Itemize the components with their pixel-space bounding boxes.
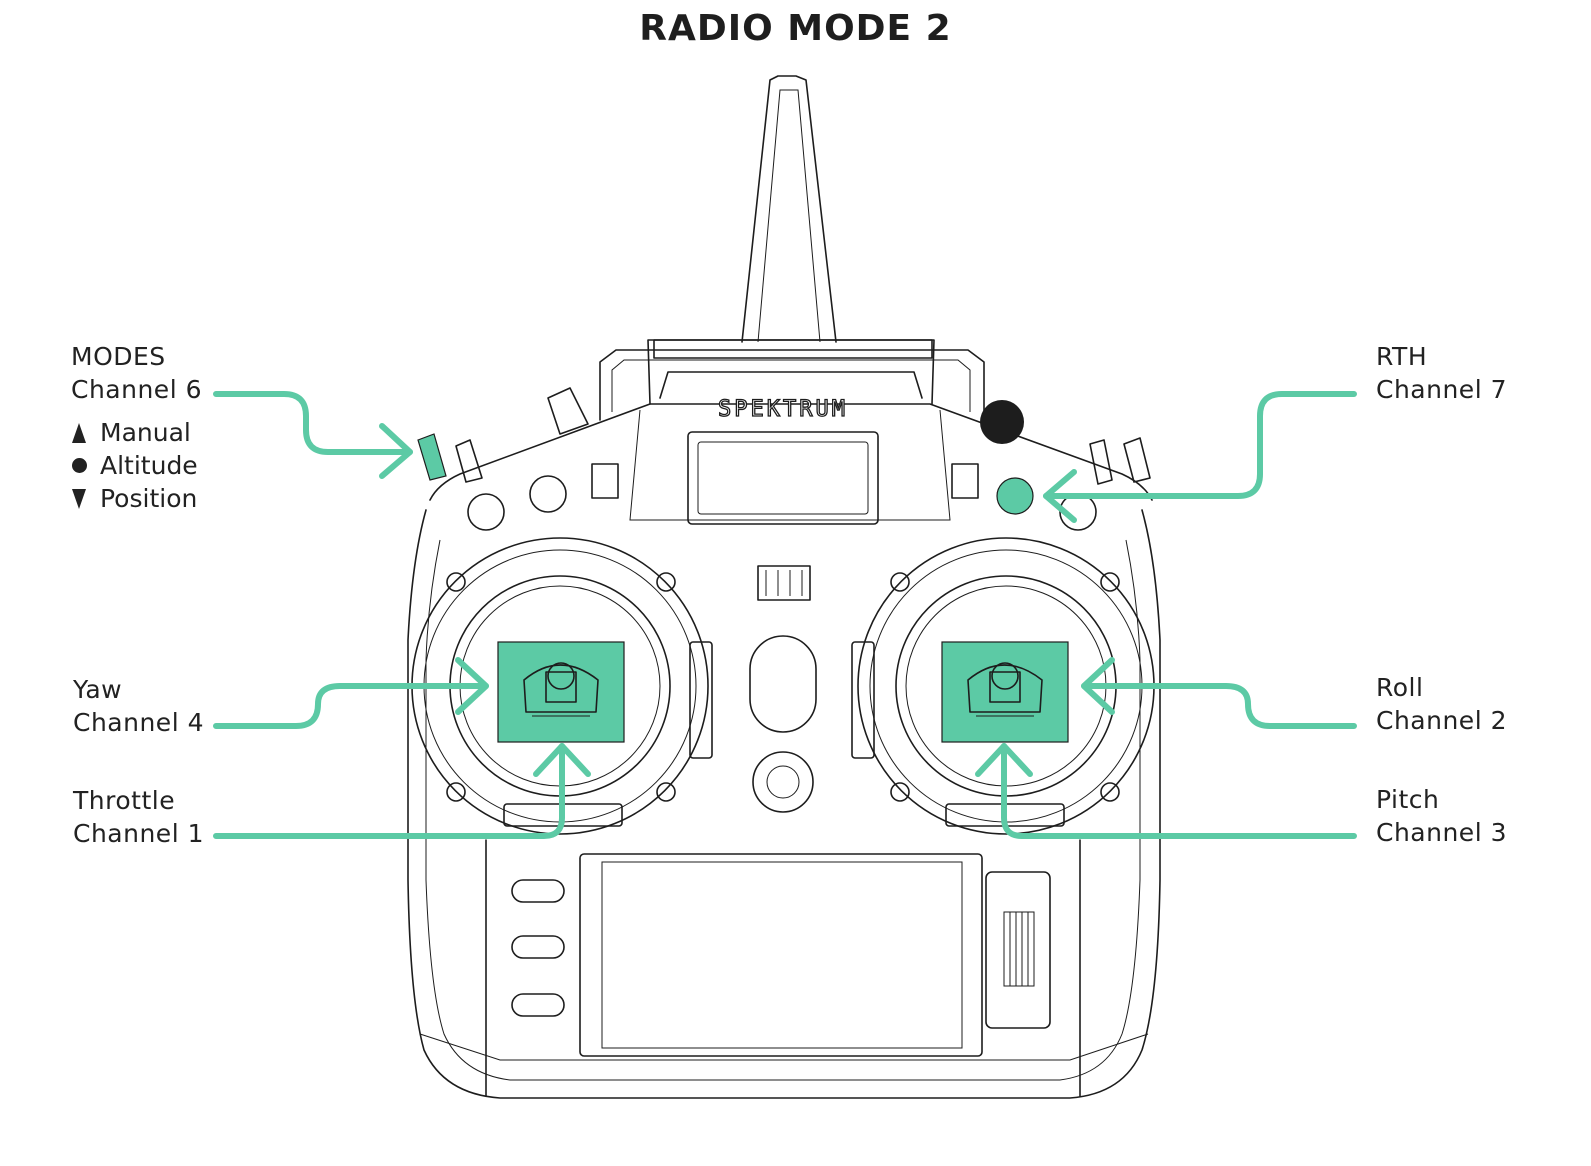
callout-roll [1081,657,1357,729]
antenna [741,75,837,343]
right-switch-bank [951,400,1151,531]
callout-pitch [975,743,1357,839]
modes-label: MODES Channel 6 [71,340,202,406]
callout-throttle [213,743,591,839]
scroll-wheel [985,871,1051,1029]
mode-label-manual: Manual [100,418,191,447]
throttle-channel: Channel 1 [73,819,204,848]
callout-yaw [213,657,489,729]
center-controls [749,565,817,813]
callout-rth [1043,391,1357,523]
yaw-channel: Channel 4 [73,708,204,737]
mode-label-altitude: Altitude [100,451,198,480]
modes-channel: Channel 6 [71,375,202,404]
left-stick-gimbal [497,641,625,743]
rth-name: RTH [1376,342,1428,371]
mode-row-altitude: Altitude [72,449,198,482]
transmitter-body [407,509,1161,1099]
roll-label: Roll Channel 2 [1376,671,1507,737]
throttle-label: Throttle Channel 1 [73,784,204,850]
roll-name: Roll [1376,673,1424,702]
right-stick-gimbal [941,641,1069,743]
switch-up-icon [72,422,100,443]
pitch-channel: Channel 3 [1376,818,1507,847]
yaw-name: Yaw [73,675,123,704]
main-touch-screen [579,853,983,1057]
switch-middle-icon [72,458,100,473]
yaw-label: Yaw Channel 4 [73,673,204,739]
left-switch-bank [417,387,619,531]
pitch-label: Pitch Channel 3 [1376,783,1507,849]
mode-label-position: Position [100,484,198,513]
mode-row-manual: Manual [72,416,198,449]
rth-channel: Channel 7 [1376,375,1507,404]
switch-down-icon [72,488,100,509]
rth-label: RTH Channel 7 [1376,340,1507,406]
callout-modes [213,391,413,479]
top-display [687,431,879,525]
diagram-title: RADIO MODE 2 [639,8,952,49]
pitch-name: Pitch [1376,785,1440,814]
transmitter-top-body [429,339,1153,521]
side-buttons [511,879,565,1017]
roll-channel: Channel 2 [1376,706,1507,735]
mode-row-position: Position [72,482,198,515]
throttle-name: Throttle [73,786,176,815]
brand-logo: SPEKTRUM [718,397,848,422]
modes-list: Manual Altitude Position [72,416,198,515]
modes-name: MODES [71,342,166,371]
